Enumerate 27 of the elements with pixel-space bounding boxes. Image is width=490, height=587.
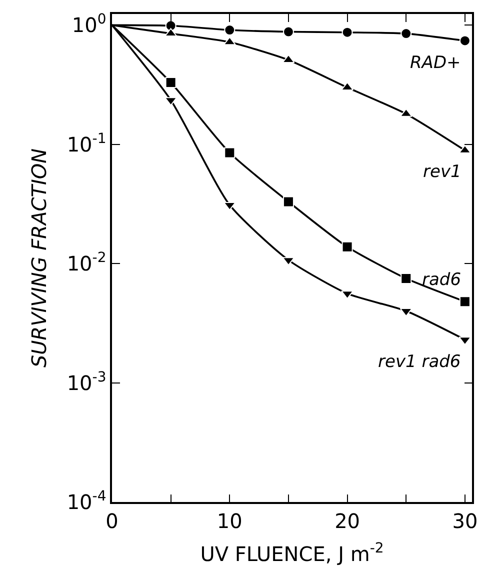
y-tick-label: 10$^{0}$ [72,12,106,38]
x-tick-label: 20 [334,508,360,533]
x-axis-title: UV FLUENCE, J m$^{-2}$ [200,540,384,566]
point [224,24,236,36]
point [342,26,353,38]
point [459,296,470,308]
series-label: RAD+ [410,53,461,73]
y-tick-label: 10$^{-1}$ [66,130,106,156]
y-tick-label: 10$^{-4}$ [66,488,106,514]
point [282,196,294,208]
x-tick-label: 30 [452,508,478,533]
point [400,272,412,284]
point [282,26,294,38]
y-tick-label: 10$^{-2}$ [66,250,106,276]
point [165,20,176,32]
point [224,147,236,158]
legend-label: rad6 [422,270,462,290]
legend-label: rev1 [423,162,462,182]
y-axis-title: SURVIVING FRACTION [26,148,51,368]
x-tick-label: 10 [216,508,242,533]
y-tick-label: 10$^{-3}$ [66,369,106,395]
series-label: rev1 rad6 [378,352,461,372]
x-tick-label: 0 [106,508,118,533]
point [400,28,412,40]
point [342,241,353,252]
point [165,77,176,88]
point [459,35,470,46]
